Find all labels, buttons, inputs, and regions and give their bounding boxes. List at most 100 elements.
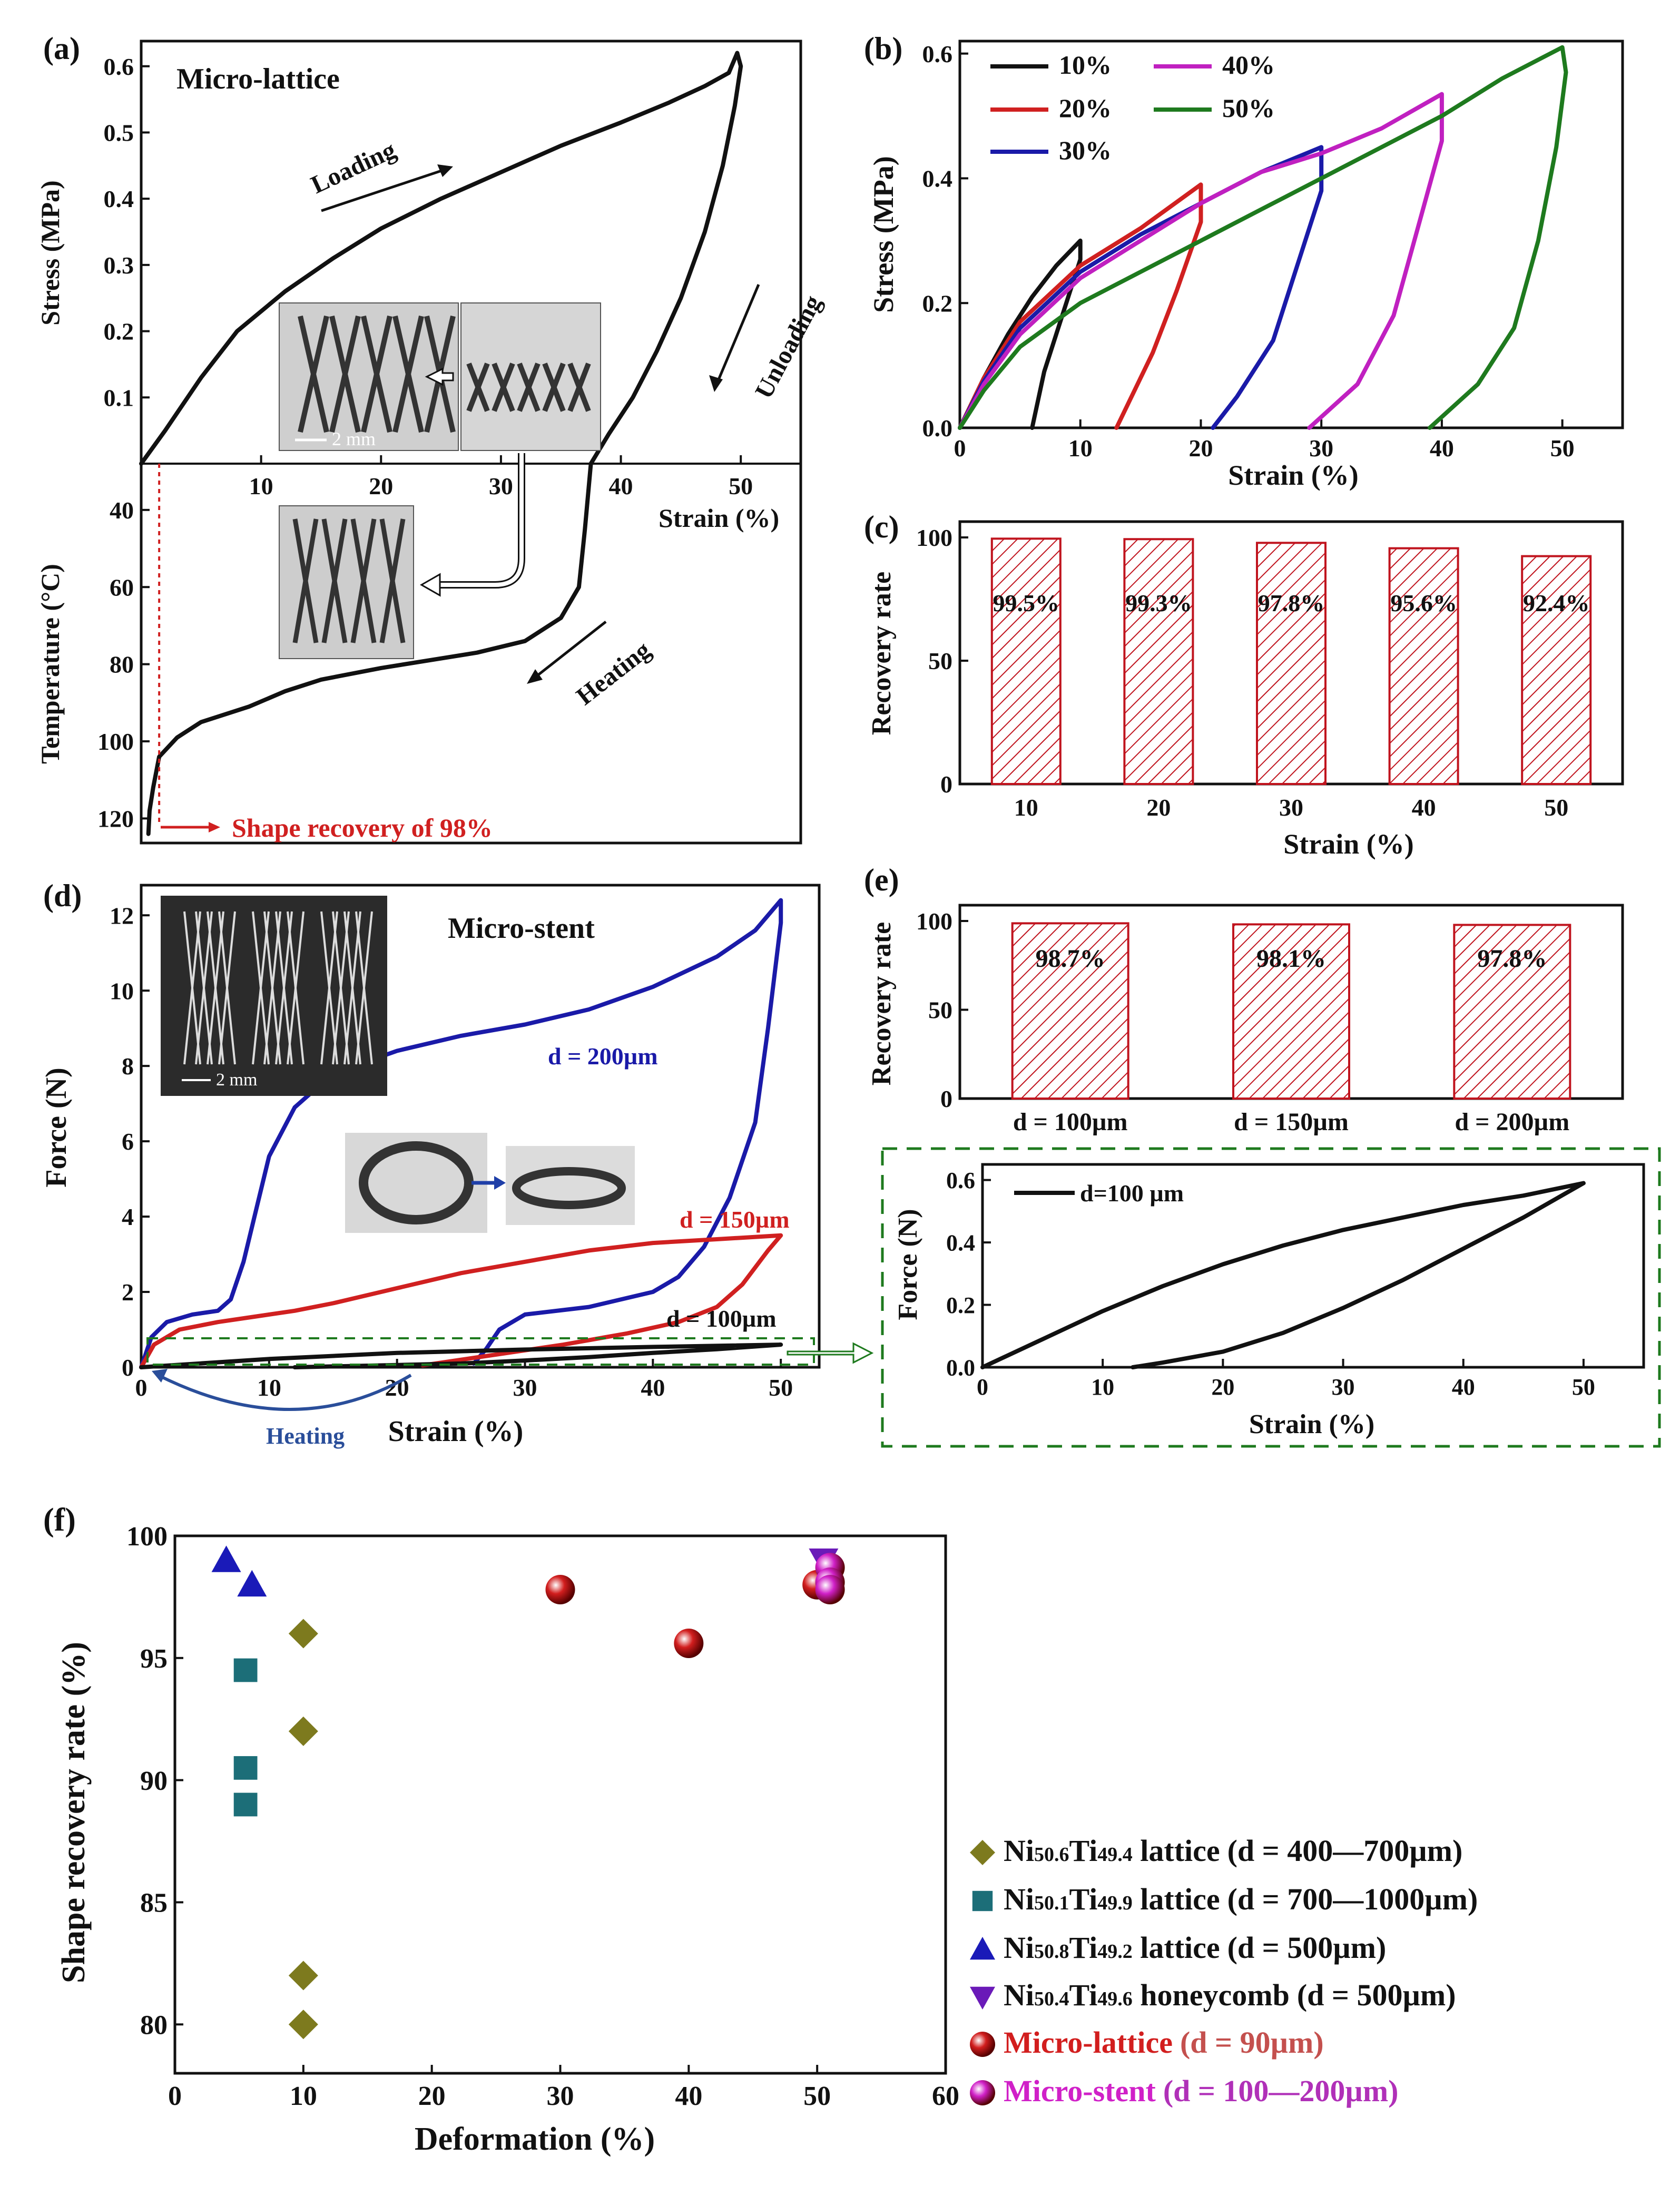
bar [990,537,1062,786]
y-tick-label: 40 [110,497,134,524]
legend-text: lattice [1133,1834,1220,1868]
x-tick-label: 40 [1412,794,1436,821]
legend-subscript: 50.1 [1034,1892,1069,1914]
legend-label: Micro-lattice (d = 90µm) [1004,2025,1324,2060]
y-tick-label: 6 [122,1128,134,1155]
scatter-point [237,1570,267,1597]
y-tick-label: 0.1 [104,384,134,411]
bar-value-label: 97.8% [1477,945,1547,973]
y-tick-label: 100 [126,1522,168,1552]
lattice-strut [321,518,348,643]
scatter-point [288,1716,318,1746]
series-line-d = 150µm [139,1233,783,1369]
legend-text: lattice [1133,1930,1220,1965]
legend-label: d=100 µm [1080,1180,1184,1207]
bar [1011,922,1129,1100]
legend-label: 50% [1222,93,1275,123]
panel-label-f: (f) [43,1502,76,1538]
y-tick-label: 2 [122,1279,134,1306]
y-tick-label: 0.4 [104,185,134,212]
y-tick-label: 4 [122,1203,134,1230]
x-tick-label: 10 [257,1374,281,1401]
x-tick-label: 30 [489,473,513,499]
x-tick-label: d = 150µm [1234,1108,1349,1136]
bar-value-label: 98.7% [1036,945,1105,973]
y-tick-label: 80 [140,2010,168,2040]
y-tick-label: 50 [928,648,952,674]
y-axis-title: Force (N) [40,1067,73,1188]
y-tick-label: 0.4 [922,165,953,192]
x-tick-label: 20 [418,2081,446,2111]
bar [1388,547,1459,786]
legend-label: Ni50.4Ti49.6 honeycomb (d = 500µm) [1004,1978,1456,2012]
y-tick-label: 100 [916,524,952,551]
legend-marker [970,1986,995,2010]
lattice-strut [379,518,406,643]
y-tick-label: 100 [916,908,952,935]
x-tick-label: 10 [249,473,273,499]
panel-label-c: (c) [864,509,899,544]
compress-arrow [425,367,454,386]
x-tick-label: 10 [1014,794,1038,821]
bar [1521,555,1592,785]
scatter-point [211,1545,241,1572]
y-tick-label: 0.4 [946,1230,975,1256]
x-tick-label: 20 [1146,794,1171,821]
legend-marker [970,1937,995,1960]
legend-label: 40% [1222,50,1275,80]
bar-value-label: 99.5% [993,590,1060,616]
arrow-shaft [531,621,607,681]
y-axis-title: Temperature (°C) [35,564,65,764]
x-tick-label: 50 [803,2081,831,2111]
y-tick-label: 0 [122,1354,134,1381]
y-tick-label: 0.0 [946,1355,975,1380]
legend-label: 30% [1059,135,1112,165]
legend-text: Micro-lattice [1004,2025,1173,2060]
zoom-arrow [787,1342,874,1364]
lattice-strut [392,315,424,433]
legend-subscript: 49.6 [1097,1988,1133,2010]
y-axis-title: Stress (MPa) [35,180,65,325]
arrow-shaft [715,284,760,385]
x-tick-label: 60 [932,2081,959,2111]
legend-param: (d = 90µm) [1180,2025,1324,2060]
recover-arrow [437,453,524,587]
lattice-strut [292,518,319,643]
y-tick-label: 60 [110,574,134,601]
bar-value-label: 97.8% [1258,590,1325,616]
scatter-point [233,1658,258,1682]
scatter-point [233,1756,258,1780]
x-axis-title: Strain (%) [388,1415,524,1448]
bar [1256,542,1327,786]
legend-subscript: 49.2 [1097,1941,1133,1963]
x-axis-title: Strain (%) [1283,828,1413,860]
panel-a-frame [140,40,802,845]
y-axis-title: Stress (MPa) [868,156,899,312]
x-tick-label: 30 [513,1374,537,1401]
legend-subscript: 49.9 [1097,1892,1133,1914]
y-tick-label: 95 [140,1644,168,1674]
annotation-heating: Heating [571,636,656,711]
x-tick-label: 30 [1279,794,1303,821]
legend-subscript: 50.8 [1034,1941,1069,1963]
legend-text: Ni [1004,1978,1034,2012]
arrow-head [437,164,453,177]
x-tick-label: 20 [1188,435,1213,462]
panel-label-b: (b) [864,31,902,66]
legend-param: (d = 400—700µm) [1227,1834,1463,1868]
lattice-strut [361,315,392,433]
y-tick-label: 80 [110,651,134,678]
series-line-40% [958,92,1444,430]
scatter-point [674,1629,704,1658]
y-tick-label: 85 [140,1888,168,1918]
scatter-point [288,1961,318,1991]
y-tick-label: 0.5 [104,120,134,146]
series-label: d = 100µm [666,1305,777,1332]
y-axis-title: Recovery rate [867,572,897,735]
x-tick-label: 0 [135,1374,148,1401]
x-tick-label: 50 [1550,435,1575,462]
y-tick-label: 0.2 [104,318,134,345]
x-tick-label: 0 [168,2081,182,2111]
legend-label: Micro-stent (d = 100—200µm) [1004,2074,1398,2108]
